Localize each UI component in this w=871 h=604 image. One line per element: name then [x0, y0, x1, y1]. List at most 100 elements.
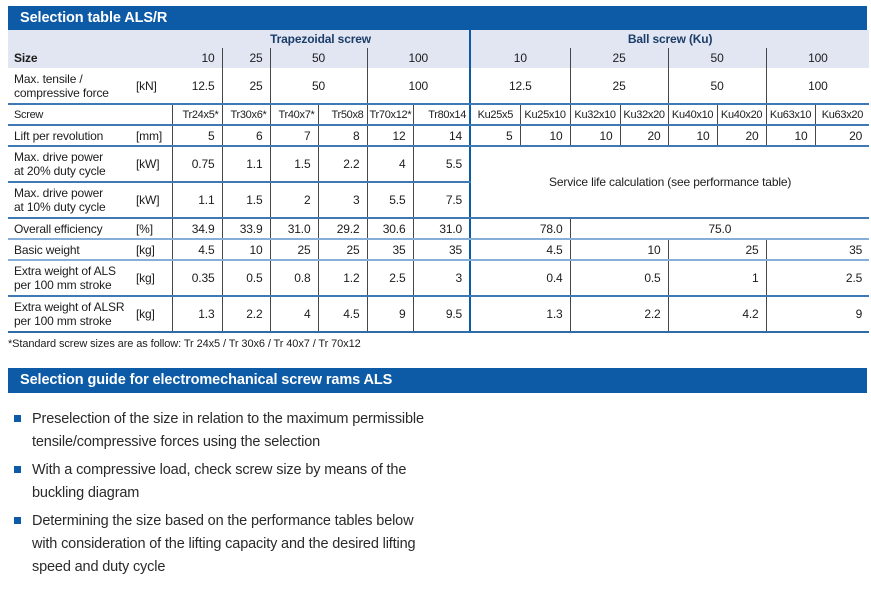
table-cell: 4.5	[317, 296, 367, 333]
table-cell: 10	[469, 48, 571, 68]
table-cell: 2.2	[569, 296, 669, 333]
table-cell: 25	[569, 48, 669, 68]
table-cell: Tr80x14	[412, 104, 471, 126]
table-cell: 20	[814, 125, 870, 147]
table-cell: 8	[317, 125, 367, 147]
unit-kg: [kg]	[130, 296, 172, 333]
table-cell: 5.5	[366, 182, 413, 219]
table-cell: 25	[667, 239, 767, 261]
table-cell: 4.5	[171, 239, 222, 261]
table-cell: 2.5	[366, 260, 413, 297]
bullet-text: With a compressive load, check screw siz…	[32, 462, 407, 501]
table-cell: 50	[269, 48, 367, 68]
table-cell: 50	[667, 68, 767, 105]
table-cell: Tr70x12*	[366, 104, 413, 126]
footnote: *Standard screw sizes are as follow: Tr …	[8, 338, 361, 350]
table-cell: 12.5	[469, 68, 571, 105]
table-cell: 0.4	[469, 260, 571, 297]
unit-percent: [%]	[130, 218, 172, 240]
table-row: Trapezoidal screw Ball screw (Ku)	[8, 30, 870, 48]
table-cell: 0.35	[171, 260, 222, 297]
col-group-ball-screw: Ball screw (Ku)	[469, 30, 870, 48]
section-header-selection-table: Selection table ALS/R	[8, 6, 867, 30]
table-cell: 7	[269, 125, 318, 147]
table-cell: 100	[366, 48, 471, 68]
row-label-screw: Screw	[8, 104, 172, 126]
unit-kw: [kW]	[130, 146, 172, 183]
section-header-selection-guide: Selection guide for electromechanical sc…	[8, 368, 867, 393]
table-cell: 3	[412, 260, 471, 297]
table-cell: 1.5	[221, 182, 270, 219]
table-cell: 9.5	[412, 296, 471, 333]
selection-table: Trapezoidal screw Ball screw (Ku) Size 10 25…	[8, 30, 870, 333]
table-cell: 5	[171, 125, 222, 147]
table-row: Screw Tr24x5* Tr30x6* Tr40x7* Tr50x8 Tr70x12*…	[8, 104, 870, 126]
bullet-item: Preselection of the size in relation to …	[14, 408, 574, 454]
table-cell: 20	[619, 125, 669, 147]
table-cell: 1.3	[469, 296, 571, 333]
table-cell: Ku63x10	[765, 104, 816, 126]
table-cell: 0.8	[269, 260, 318, 297]
page: Selection table ALS/R Trapezoidal screw B…	[8, 6, 870, 579]
section-title: Selection guide for electromechanical sc…	[20, 372, 393, 388]
table-cell: Ku25x5	[469, 104, 521, 126]
table-cell: 34.9	[171, 218, 222, 240]
table-cell: 25	[269, 239, 318, 261]
table-cell: 25	[317, 239, 367, 261]
table-cell: 4.5	[469, 239, 571, 261]
table-cell: Tr40x7*	[269, 104, 318, 126]
table-cell: 10	[569, 239, 669, 261]
row-label-power20: Max. drive power at 20% duty cycle	[8, 146, 130, 183]
table-cell: 2.2	[317, 146, 367, 183]
table-cell: 9	[366, 296, 413, 333]
row-label-power10: Max. drive power at 10% duty cycle	[8, 182, 130, 219]
table-cell: 12.5	[172, 68, 222, 105]
table-cell: Ku25x10	[519, 104, 571, 126]
table-cell: 12	[366, 125, 413, 147]
table-cell: 100	[765, 68, 870, 105]
unit-kg: [kg]	[130, 260, 172, 297]
table-cell: 9	[765, 296, 870, 333]
table-cell: 10	[221, 239, 270, 261]
table-cell: 35	[765, 239, 870, 261]
row-label-max-force: Max. tensile / compressive force	[8, 68, 130, 105]
table-cell: 3	[317, 182, 367, 219]
table-cell: Tr30x6*	[221, 104, 270, 126]
unit-kg: [kg]	[130, 239, 172, 261]
unit-kw: [kW]	[130, 182, 172, 219]
table-cell: 33.9	[221, 218, 270, 240]
bullet-text: Preselection of the size in relation to …	[32, 411, 424, 450]
table-cell: 0.5	[221, 260, 270, 297]
table-cell: Ku32x10	[569, 104, 621, 126]
row-label-efficiency: Overall efficiency	[8, 218, 130, 240]
table-cell: 25	[221, 48, 270, 68]
table-cell: 2.5	[765, 260, 870, 297]
bullet-square-icon	[14, 517, 21, 524]
table-cell: 35	[366, 239, 413, 261]
row-label-size: Size	[8, 48, 172, 68]
bullet-item: Determining the size based on the perfor…	[14, 510, 574, 579]
table-row: Size 10 25 50 100 10 25 50 100	[8, 48, 870, 68]
table-cell: 10	[765, 125, 816, 147]
table-row: Max. drive power at 20% duty cycle [kW] 0.…	[8, 146, 870, 219]
table-cell: Ku40x10	[667, 104, 718, 126]
table-cell: Ku63x20	[814, 104, 870, 126]
table-cell: 0.5	[569, 260, 669, 297]
bullet-item: With a compressive load, check screw siz…	[14, 459, 574, 505]
table-cell: 1.2	[317, 260, 367, 297]
table-cell: 1.1	[221, 146, 270, 183]
table-cell: 10	[667, 125, 718, 147]
table-cell: 31.0	[412, 218, 471, 240]
table-cell: 100	[765, 48, 870, 68]
row-label-extra-alsr: Extra weight of ALSR per 100 mm stroke	[8, 296, 130, 333]
service-life-note: Service life calculation (see performanc…	[469, 146, 870, 219]
table-cell: 78.0	[469, 218, 571, 240]
table-row: Lift per revolution [mm] 5 6 7 8 12 14 5 10 10 20 10…	[8, 125, 870, 147]
table-cell: 5	[469, 125, 521, 147]
table-cell: 10	[569, 125, 621, 147]
bullet-list: Preselection of the size in relation to …	[14, 408, 574, 579]
row-label-basic-weight: Basic weight	[8, 239, 130, 261]
table-cell: 1.1	[171, 182, 222, 219]
table-cell: 4.2	[667, 296, 767, 333]
bullet-square-icon	[14, 415, 21, 422]
